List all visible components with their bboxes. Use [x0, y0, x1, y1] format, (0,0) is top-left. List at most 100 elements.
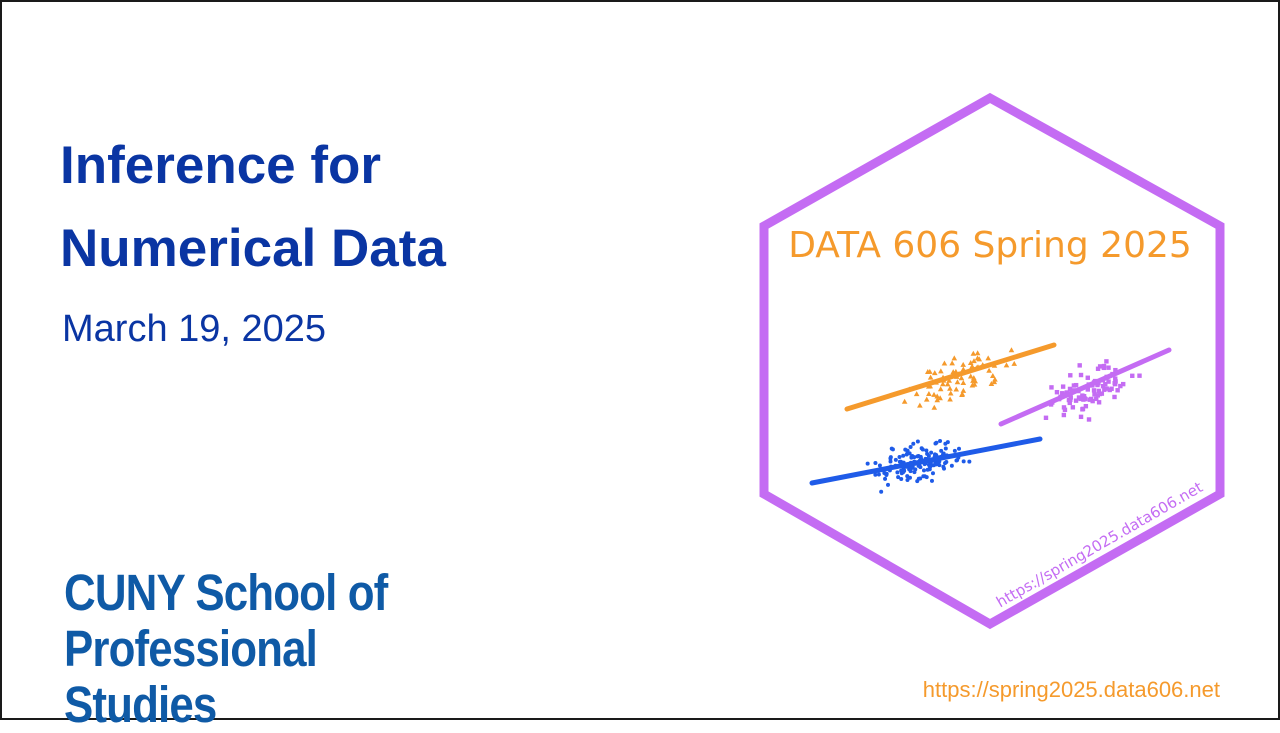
scatter-point: [941, 466, 946, 471]
scatter-point: [959, 392, 965, 398]
scatter-point: [956, 446, 961, 451]
scatter-point: [1102, 387, 1107, 392]
scatter-point: [970, 350, 977, 356]
scatter-point: [1095, 366, 1101, 371]
scatter-point: [971, 381, 978, 387]
scatter-point: [1106, 365, 1111, 370]
scatter-point: [1112, 394, 1117, 400]
scatter-point: [929, 478, 934, 483]
scatter-point: [953, 386, 960, 392]
scatter-point: [933, 441, 938, 446]
scatter-point: [1101, 365, 1107, 371]
scatter-point: [916, 453, 921, 458]
logo-line-1: CUNY School of: [64, 564, 388, 621]
scatter-point: [905, 478, 910, 483]
scatter-point: [883, 476, 888, 481]
scatter-point: [909, 455, 914, 460]
scatter-point: [943, 446, 948, 451]
logo-line-2: Professional Studies: [64, 620, 318, 733]
scatter-point: [1060, 391, 1065, 396]
scatter-point: [1095, 382, 1100, 388]
scatter-point: [1054, 389, 1060, 395]
scatter-point: [938, 439, 943, 444]
scatter-point: [913, 467, 918, 472]
scatter-point: [1083, 396, 1088, 402]
data606-hex-sticker: DATA 606 Spring 2025 https://spring2025.…: [759, 92, 1225, 630]
scatter-point: [951, 355, 958, 361]
scatter-point: [907, 467, 912, 472]
scatter-point: [1078, 414, 1084, 420]
scatter-point: [934, 397, 941, 403]
scatter-point: [1094, 396, 1099, 402]
scatter-point: [1071, 383, 1077, 388]
scatter-point: [896, 475, 901, 480]
scatter-point: [921, 468, 926, 473]
scatter-point: [913, 391, 920, 397]
scatter-point: [971, 358, 977, 364]
scatter-point: [961, 459, 966, 464]
scatter-point: [1080, 407, 1085, 412]
scatter-point: [1083, 403, 1089, 409]
scatter-point: [921, 474, 926, 479]
scatter-point: [1091, 388, 1097, 393]
scatter-point: [918, 476, 923, 481]
scatter-point: [879, 489, 884, 494]
scatter-point: [947, 390, 954, 396]
scatter-point: [1086, 417, 1092, 422]
scatter-point: [986, 367, 992, 373]
scatter-point: [893, 457, 898, 462]
scatter-point: [1097, 364, 1103, 369]
hex-sticker-url: https://spring2025.data606.net: [993, 478, 1206, 611]
scatter-point: [946, 377, 952, 383]
scatter-point: [1120, 381, 1126, 387]
scatter-point: [1078, 372, 1084, 378]
scatter-point: [1003, 362, 1010, 368]
slide-title-line-1: Inference for: [60, 136, 382, 195]
scatter-point: [1043, 415, 1049, 420]
scatter-point: [1068, 395, 1073, 400]
scatter-point: [944, 459, 949, 464]
scatter-point: [992, 376, 998, 382]
scatter-point: [911, 441, 916, 446]
scatter-point: [917, 402, 923, 408]
scatter-point: [927, 368, 933, 374]
scatter-point: [941, 451, 946, 456]
scatter-point: [988, 380, 995, 386]
scatter-point: [901, 453, 906, 458]
scatter-point: [945, 440, 950, 445]
scatter-point: [1085, 375, 1090, 380]
scatter-point: [901, 398, 908, 404]
scatter-point: [960, 380, 967, 386]
scatter-point: [926, 391, 932, 397]
blue-trend-line: [809, 436, 1043, 486]
scatter-point: [940, 381, 946, 387]
hex-border: [759, 92, 1225, 630]
scatter-point: [950, 369, 957, 375]
scatter-point: [967, 373, 974, 379]
scatter-point: [1076, 395, 1082, 400]
scatter-point: [929, 450, 934, 455]
scatter-point: [949, 463, 954, 468]
footer-url-link[interactable]: https://spring2025.data606.net: [922, 677, 1220, 702]
slide-title: Inference for Numerical Data: [60, 124, 680, 290]
scatter-point: [949, 360, 955, 366]
scatter-point: [967, 459, 972, 464]
scatter-point: [1096, 388, 1102, 394]
scatter-point: [1061, 405, 1067, 410]
scatter-point: [1060, 384, 1066, 389]
scatter-point: [923, 396, 930, 402]
scatter-point: [890, 447, 895, 452]
scatter-point: [930, 471, 935, 476]
scatter-point: [1067, 400, 1072, 406]
scatter-point: [888, 455, 893, 460]
scatter-point: [905, 448, 910, 453]
scatter-point: [1130, 373, 1135, 379]
scatter-point: [1070, 405, 1076, 410]
scatter-point: [931, 391, 937, 397]
scatter-point: [1113, 379, 1118, 384]
scatter-point: [1100, 383, 1106, 389]
scatter-point: [937, 395, 943, 401]
cuny-sps-logo: CUNY School of Professional Studies: [64, 565, 468, 733]
scatter-point: [1061, 412, 1067, 418]
orange-triangle-points: [901, 347, 1018, 410]
